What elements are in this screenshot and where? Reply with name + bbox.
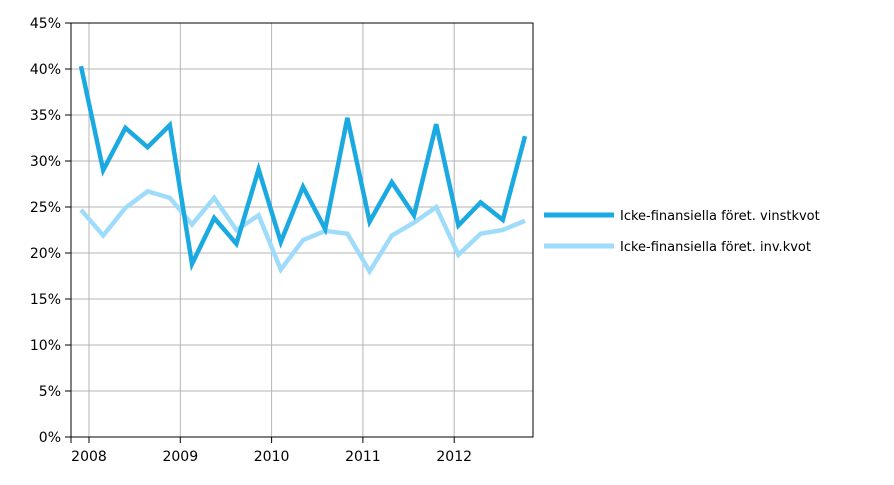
legend-label: Icke-finansiella föret. inv.kvot [620,240,811,255]
axes: 0% 5% 10% 15% 20% 25% 30% 35% 40% 45% 2008 2009 2010… [30,16,472,465]
y-tick-label: 15% [30,292,61,308]
y-tick-label: 30% [30,154,61,170]
x-tick-label: 2012 [436,449,472,465]
y-tick-label: 40% [30,62,61,78]
y-tick-label: 25% [30,200,61,216]
y-tick-label: 45% [30,16,61,32]
y-tick-label: 5% [39,384,61,400]
y-tick-label: 20% [30,246,61,262]
series-lines [78,65,528,276]
x-tick-label: 2008 [71,449,107,465]
plot-frame [70,22,534,438]
x-tick-label: 2009 [162,449,198,465]
series-line-2 [79,188,526,276]
legend: Icke-finansiella föret. vinstkvot Icke-fi… [544,209,820,255]
y-tick-label: 0% [39,430,61,446]
y-tick-label: 10% [30,338,61,354]
x-tick-label: 2011 [345,449,381,465]
x-tick-label: 2010 [254,449,290,465]
legend-label: Icke-finansiella föret. vinstkvot [620,209,820,224]
grid-lines [71,23,533,437]
y-tick-label: 35% [30,108,61,124]
series-line-1 [78,65,528,272]
